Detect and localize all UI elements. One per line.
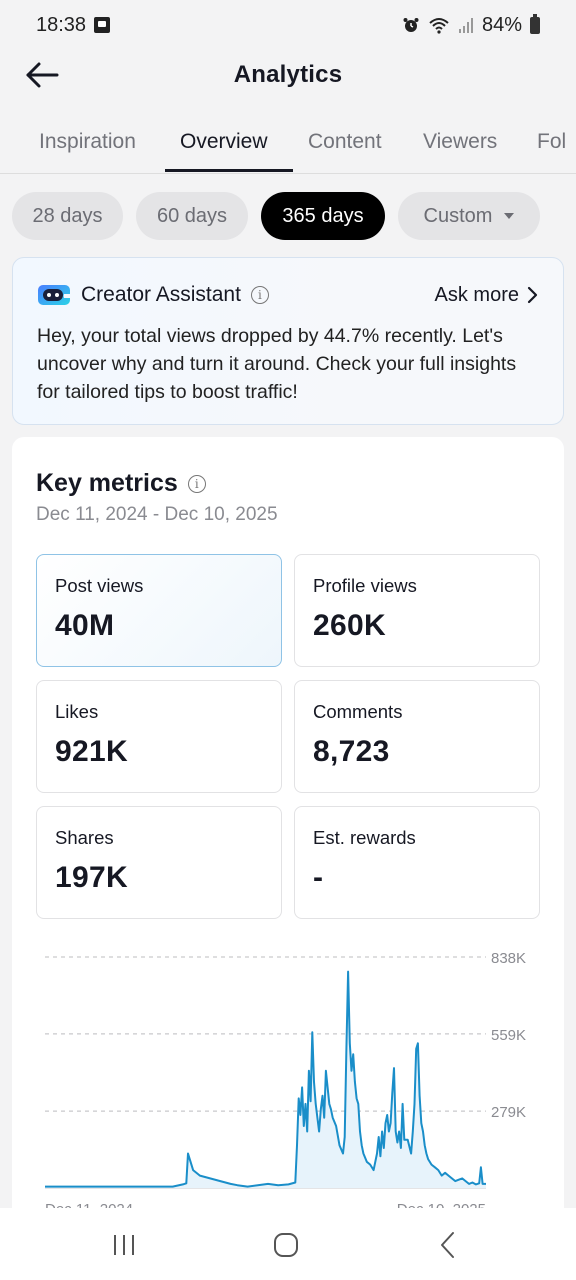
key-metrics-date-range: Dec 11, 2024 - Dec 10, 2025 — [36, 504, 278, 525]
info-icon[interactable]: i — [250, 286, 269, 304]
creator-assistant-card[interactable]: Creator Assistant i Ask more Hey, your t… — [12, 257, 564, 425]
wifi-icon — [429, 18, 449, 34]
metric-value: 8,723 — [313, 735, 390, 768]
tab-followers[interactable]: Fol — [537, 130, 567, 153]
assistant-bot-icon — [38, 285, 70, 305]
metric-comments[interactable]: Comments 8,723 — [294, 680, 540, 793]
chip-custom[interactable]: Custom — [398, 192, 540, 240]
tab-viewers[interactable]: Viewers — [423, 130, 498, 153]
assistant-title-group: Creator Assistant i — [37, 282, 269, 308]
status-time: 18:38 — [36, 13, 87, 36]
assistant-header: Creator Assistant i Ask more — [37, 282, 539, 308]
metric-label: Likes — [55, 701, 99, 722]
chart-y-tick-label: 279K — [491, 1104, 526, 1121]
metric-label: Profile views — [313, 575, 417, 596]
caret-down-icon — [504, 213, 515, 219]
ask-more-label: Ask more — [434, 283, 519, 306]
home-button[interactable] — [266, 1230, 306, 1260]
tab-bar: Inspiration Overview Content Viewers Fol — [0, 118, 576, 174]
system-nav-bar — [0, 1208, 576, 1280]
tab-overview[interactable]: Overview — [180, 130, 268, 153]
battery-icon — [530, 13, 540, 34]
nav-back-button[interactable] — [428, 1230, 468, 1260]
key-metrics-info-icon[interactable]: i — [187, 474, 206, 493]
status-right: 84% — [402, 13, 540, 37]
post-views-chart[interactable]: 838K559K279KDec 11, 2024Dec 10, 2025 — [12, 937, 564, 1217]
back-icon — [441, 1232, 454, 1258]
home-icon — [274, 1233, 298, 1257]
metric-value: 921K — [55, 735, 128, 768]
metric-label: Comments — [313, 701, 403, 722]
chip-60-days[interactable]: 60 days — [136, 192, 248, 240]
metric-label: Post views — [55, 575, 144, 596]
chevron-right-icon — [527, 286, 538, 304]
key-metrics-title: Key metrics — [36, 469, 178, 497]
chip-28-days-label: 28 days — [32, 204, 103, 227]
chart-y-tick-label: 559K — [491, 1027, 526, 1044]
page-title: Analytics — [233, 61, 343, 88]
date-range-chips: 28 days 60 days 365 days Custom — [12, 192, 572, 240]
alarm-icon — [403, 18, 419, 32]
battery-percent: 84% — [481, 13, 522, 36]
chart-series-line — [45, 970, 486, 1188]
status-left: 18:38 — [36, 13, 111, 37]
tab-active-indicator — [165, 169, 293, 172]
chip-custom-label: Custom — [423, 204, 493, 227]
back-button[interactable] — [24, 58, 60, 92]
metric-post-views[interactable]: Post views 40M — [36, 554, 282, 667]
key-metrics-card: Key metrics i Dec 11, 2024 - Dec 10, 202… — [12, 437, 564, 1237]
chip-28-days[interactable]: 28 days — [12, 192, 123, 240]
metric-value: 40M — [55, 609, 115, 642]
metric-value: 260K — [313, 609, 386, 642]
recent-apps-icon — [114, 1235, 134, 1255]
recent-apps-button[interactable] — [104, 1230, 144, 1260]
chart-y-tick-label: 838K — [491, 950, 526, 967]
signal-icon — [458, 18, 473, 33]
metric-est-rewards[interactable]: Est. rewards - — [294, 806, 540, 919]
status-bar: 18:38 84% — [0, 0, 576, 50]
metric-likes[interactable]: Likes 921K — [36, 680, 282, 793]
assistant-name: Creator Assistant — [81, 283, 241, 306]
tab-inspiration[interactable]: Inspiration — [39, 130, 136, 153]
metric-label: Est. rewards — [313, 827, 416, 848]
metric-shares[interactable]: Shares 197K — [36, 806, 282, 919]
metric-value: - — [313, 861, 324, 894]
metric-label: Shares — [55, 827, 114, 848]
metric-profile-views[interactable]: Profile views 260K — [294, 554, 540, 667]
chip-365-days-label: 365 days — [282, 204, 364, 227]
ask-more-link[interactable]: Ask more — [435, 284, 539, 307]
key-metrics-header: Key metrics i — [36, 469, 206, 498]
tab-content[interactable]: Content — [308, 130, 382, 153]
assistant-message: Hey, your total views dropped by 44.7% r… — [37, 325, 517, 403]
header: Analytics — [0, 50, 576, 100]
metric-value: 197K — [55, 861, 128, 894]
gallery-icon — [94, 17, 111, 33]
chip-365-days[interactable]: 365 days — [261, 192, 385, 240]
arrow-left-icon — [26, 62, 59, 88]
chip-60-days-label: 60 days — [156, 204, 228, 227]
